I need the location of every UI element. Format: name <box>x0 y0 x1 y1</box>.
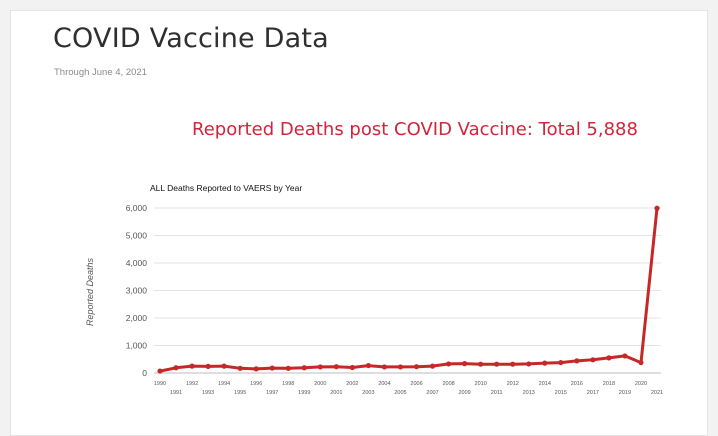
data-point <box>221 363 227 369</box>
x-tick-label: 2013 <box>523 390 535 396</box>
x-tick-label: 2018 <box>603 381 615 387</box>
x-tick-label: 2005 <box>394 390 406 396</box>
data-point <box>269 365 275 371</box>
x-tick-label: 1990 <box>154 381 166 387</box>
x-tick-label: 1994 <box>218 381 230 387</box>
page-title: COVID Vaccine Data <box>53 23 329 54</box>
data-point <box>301 365 307 371</box>
x-tick-label: 2001 <box>330 390 342 396</box>
data-point <box>574 358 580 364</box>
x-tick-label: 2019 <box>619 390 631 396</box>
data-point <box>205 363 211 369</box>
y-tick-label: 1,000 <box>126 341 148 351</box>
x-tick-label: 2011 <box>491 390 503 396</box>
x-tick-label: 2004 <box>378 381 390 387</box>
data-point <box>253 366 259 372</box>
x-tick-label: 2003 <box>362 390 374 396</box>
data-point <box>526 361 532 367</box>
data-point <box>590 357 596 363</box>
y-tick-label: 3,000 <box>126 286 148 296</box>
series-line <box>159 208 659 373</box>
x-tick-label: 1993 <box>202 390 214 396</box>
data-point <box>333 364 339 370</box>
x-tick-label: 1995 <box>234 390 246 396</box>
y-tick-label: 6,000 <box>126 203 148 213</box>
data-point <box>462 361 468 367</box>
y-tick-label: 0 <box>142 368 147 378</box>
chart-headline: Reported Deaths post COVID Vaccine: Tota… <box>192 119 638 140</box>
data-point <box>478 361 484 367</box>
x-tick-label: 2006 <box>410 381 422 387</box>
data-point <box>189 363 195 369</box>
x-tick-label: 2014 <box>539 381 551 387</box>
data-point <box>510 361 516 367</box>
data-point <box>381 364 388 370</box>
data-point <box>285 365 291 371</box>
x-tick-label: 1998 <box>282 381 294 387</box>
x-tick-label: 2020 <box>635 381 647 387</box>
x-tick-label: 2017 <box>587 390 599 396</box>
data-point <box>397 364 404 370</box>
data-point <box>606 355 612 361</box>
data-point <box>622 353 628 359</box>
data-point <box>494 361 500 367</box>
data-point <box>429 363 436 369</box>
data-point <box>413 364 420 370</box>
chart-title: ALL Deaths Reported to VAERS by Year <box>150 183 302 193</box>
x-tick-label: 2000 <box>314 381 326 387</box>
data-point <box>365 362 372 369</box>
x-tick-label: 2010 <box>475 381 487 387</box>
y-tick-label: 5,000 <box>126 231 148 241</box>
page-subtitle: Through June 4, 2021 <box>54 67 147 78</box>
y-tick-labels: 0 1,000 2,000 3,000 4,000 5,000 6,000 <box>126 203 148 378</box>
x-tick-label: 1997 <box>266 390 278 396</box>
x-tick-label: 2015 <box>555 390 567 396</box>
data-point <box>173 365 179 371</box>
x-tick-label: 2016 <box>571 381 583 387</box>
x-tick-label: 1996 <box>250 381 262 387</box>
data-point <box>237 365 243 371</box>
data-point <box>542 360 548 366</box>
x-tick-label: 1999 <box>298 390 310 396</box>
x-tick-label: 2021 <box>651 390 663 396</box>
x-tick-label: 2009 <box>458 390 470 396</box>
y-tick-label: 4,000 <box>126 258 148 268</box>
y-tick-label: 2,000 <box>126 313 148 323</box>
data-point <box>654 205 660 211</box>
x-tick-labels: 1990 1991 1992 1993 1994 1995 1996 1997 1998 1999… <box>154 381 663 396</box>
data-point <box>349 364 355 371</box>
data-point <box>638 359 644 366</box>
data-point <box>445 361 452 367</box>
x-tick-label: 2007 <box>426 390 438 396</box>
x-tick-label: 2012 <box>507 381 519 387</box>
x-tick-label: 1992 <box>186 381 198 387</box>
x-tick-label: 1991 <box>170 390 182 396</box>
x-tick-label: 2008 <box>442 381 454 387</box>
content-card: COVID Vaccine Data Through June 4, 2021 … <box>10 10 708 436</box>
series-deaths <box>157 205 660 374</box>
data-point <box>157 368 163 374</box>
y-axis-label: Reported Deaths <box>85 257 95 326</box>
gridlines <box>154 207 661 374</box>
data-point <box>558 359 564 366</box>
x-tick-label: 2002 <box>346 381 358 387</box>
data-point <box>317 364 323 370</box>
